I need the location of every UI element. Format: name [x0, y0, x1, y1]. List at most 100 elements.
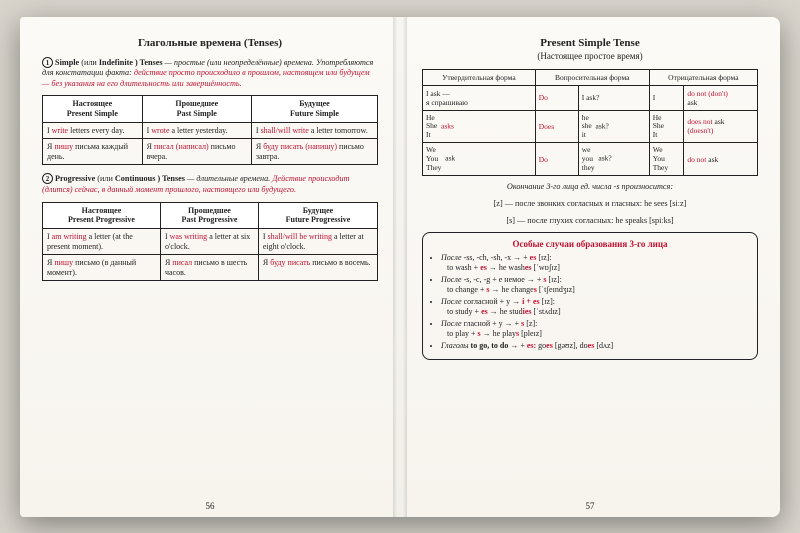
t: to play + [447, 329, 476, 338]
t: Indefinite [99, 58, 133, 67]
th: Отрицательная форма [649, 69, 757, 85]
t: to wash + [447, 263, 478, 272]
t: ask? [595, 121, 608, 130]
t: ask? [598, 154, 611, 163]
t: s [543, 275, 546, 284]
progressive-table: НастоящееPresent Progressive ПрошедшееPa… [42, 202, 378, 282]
t: i + es [522, 297, 539, 306]
simple-table: НастоящееPresent Simple ПрошедшееPast Si… [42, 95, 378, 165]
t: После [441, 297, 462, 306]
t: [pleɪz] [521, 329, 542, 338]
t: Do [535, 143, 578, 176]
rule-4: После гласной + y → + s [z]: to play + s… [441, 319, 749, 339]
t: буду писать [270, 258, 310, 267]
t: ask [445, 154, 455, 163]
t: He She It [653, 114, 664, 140]
t: → he wash [489, 263, 525, 272]
right-subtitle: (Настоящее простое время) [422, 51, 758, 61]
t: es [481, 307, 488, 316]
t: He She It [426, 114, 437, 140]
t: согласной + y → [464, 297, 521, 306]
t: Я [147, 142, 152, 151]
t: We You They [426, 146, 441, 172]
th: Future Simple [290, 109, 339, 118]
t: буду писать (напишу) [263, 142, 337, 151]
th: Настоящее [72, 99, 112, 108]
t: I ask — [426, 89, 450, 98]
th: Утвердительная форма [423, 69, 536, 85]
t: Глаголы [441, 341, 469, 350]
t: a letter tomorrow. [311, 126, 368, 135]
t: s [486, 285, 489, 294]
right-title: Present Simple Tense [422, 37, 758, 49]
th: Будущее [303, 206, 334, 215]
t: shall/will be writing [268, 232, 332, 241]
t: es [480, 263, 487, 272]
t: (doesn't) [687, 126, 713, 135]
t: Continuous [115, 174, 156, 183]
th: Future Progressive [286, 215, 351, 224]
rule-5: Глаголы to go, to do → + es: goes [gəʊz]… [441, 341, 749, 351]
t: am writing [52, 232, 87, 241]
t: I [165, 232, 168, 241]
t: -s, -c, -g + e немое → + [464, 275, 542, 284]
t: es [546, 341, 553, 350]
t: was writing [170, 232, 208, 241]
t: После [441, 319, 462, 328]
th: Past Progressive [181, 215, 237, 224]
t: es [588, 341, 595, 350]
page-number-right: 57 [586, 501, 595, 511]
t: ) Tenses [135, 58, 163, 67]
t: писал (написал) [154, 142, 209, 151]
circled-1: 1 [42, 57, 53, 68]
t: I [256, 126, 259, 135]
t: wrote [151, 126, 169, 135]
t: я спрашиваю [426, 98, 468, 107]
t: I [147, 126, 150, 135]
t: Я [256, 142, 261, 151]
t: ask [708, 155, 718, 164]
circled-2: 2 [42, 173, 53, 184]
t: После [441, 253, 462, 262]
pronunciation-intro: Окончание 3-го лица ед. числа -s произно… [422, 182, 758, 193]
t: письмо в восемь. [312, 258, 370, 267]
th: Прошедшее [188, 206, 231, 215]
page-left: Глагольные времена (Tenses) 1 Simple (ил… [20, 17, 400, 517]
th: Present Simple [67, 109, 118, 118]
rule-3: После согласной + y → i + es [ɪz]: to st… [441, 297, 749, 317]
t: I [47, 126, 50, 135]
t: to change + [447, 285, 484, 294]
th: Прошедшее [175, 99, 218, 108]
t: write [52, 126, 68, 135]
t: I [47, 232, 50, 241]
t: пишу [54, 142, 73, 151]
forms-table: Утвердительная форма Вопросительная форм… [422, 69, 758, 177]
t: asks [441, 121, 454, 130]
t: shall/will write [261, 126, 309, 135]
pron-s: [s] — после глухих согласных: he speaks … [422, 216, 758, 227]
t: [dʌz] [596, 341, 613, 350]
page-right: Present Simple Tense (Настоящее простое … [400, 17, 780, 517]
t: [gəʊz], do [555, 341, 588, 350]
t: ) Tenses [157, 174, 185, 183]
t: s [521, 319, 524, 328]
t: [ˈstʌdɪz] [534, 307, 561, 316]
t: Я [263, 258, 268, 267]
th: Вопросительная форма [535, 69, 649, 85]
t: [ɪz]: [542, 297, 555, 306]
t: We You They [653, 146, 668, 172]
t: I ask? [578, 85, 649, 110]
t: Progressive [55, 174, 95, 183]
t: Я [165, 258, 170, 267]
box-title: Особые случаи образования 3-го лица [431, 239, 749, 249]
special-cases-box: Особые случаи образования 3-го лица Посл… [422, 232, 758, 360]
t: Do [535, 85, 578, 110]
t: a letter yesterday. [172, 126, 228, 135]
t: ies [523, 307, 532, 316]
t: -ss, -ch, -sh, -x → + [464, 253, 528, 262]
t: I [649, 85, 684, 110]
t: Simple [55, 58, 79, 67]
t: (или [81, 58, 97, 67]
t: I [263, 232, 266, 241]
t: [ˈtʃeɪndʒɪz] [539, 285, 575, 294]
